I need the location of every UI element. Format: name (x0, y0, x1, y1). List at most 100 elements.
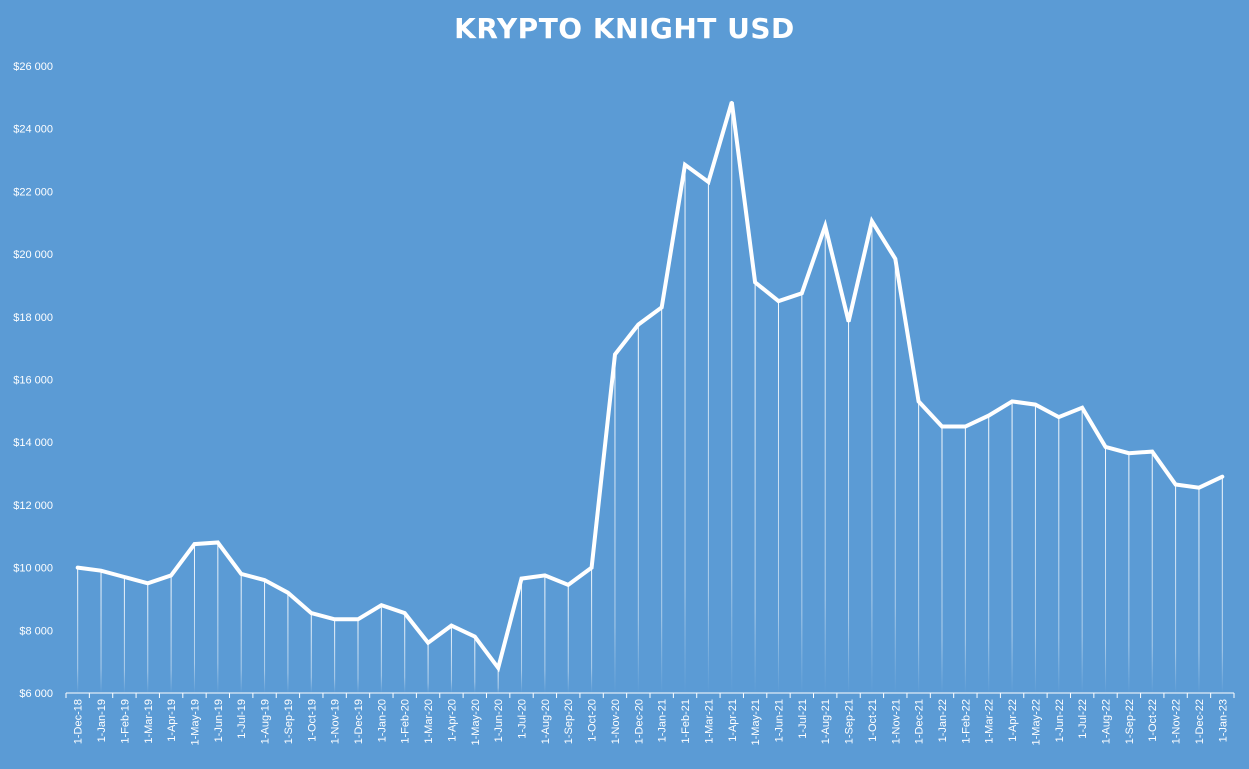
data-point (730, 100, 733, 104)
data-point (1034, 403, 1037, 406)
drop-line (427, 642, 429, 693)
x-tick-label: 1-Mar-22 (984, 699, 996, 744)
data-point (99, 569, 103, 572)
drop-line (77, 567, 79, 693)
drop-line (310, 613, 312, 693)
data-point (847, 320, 850, 323)
data-point (240, 572, 243, 576)
x-tick-label: 1-Apr-20 (446, 699, 458, 742)
data-point (520, 577, 523, 580)
drop-line (684, 164, 686, 693)
x-tick-label: 1-Jul-21 (797, 699, 809, 739)
drop-line (497, 667, 499, 693)
drop-line (193, 544, 195, 693)
drop-line (404, 613, 406, 693)
drop-line (707, 181, 709, 693)
x-tick-label: 1-Mar-20 (423, 699, 435, 744)
data-point (496, 666, 500, 670)
x-tick-label: 1-Jun-19 (213, 699, 225, 742)
x-tick-label: 1-Dec-21 (914, 699, 926, 744)
x-tick-label: 1-Oct-19 (306, 699, 318, 742)
drop-lines (77, 102, 1223, 694)
x-tick-label: 1-Jan-22 (937, 699, 949, 742)
data-point (76, 566, 79, 569)
data-point (590, 566, 593, 569)
y-tick-label: $16 000 (13, 375, 53, 387)
drop-line (100, 570, 102, 693)
x-tick-label: 1-Nov-19 (330, 699, 342, 744)
drop-line (871, 221, 873, 693)
x-axis: 1-Dec-18 1-Jan-19 1-Feb-19 1-Mar-19 1-Apr-19… (65, 692, 1235, 745)
drop-line (567, 584, 569, 693)
drop-line (544, 575, 546, 693)
drop-line (661, 307, 663, 693)
data-point (193, 542, 196, 546)
x-tick-label: 1-Jul-22 (1077, 699, 1089, 739)
x-tick-label: 1-May-21 (750, 699, 762, 745)
x-tick-label: 1-Dec-18 (73, 699, 85, 744)
series (75, 100, 1225, 673)
data-point (1127, 451, 1131, 455)
drop-line (1128, 453, 1130, 693)
x-tick-label: 1-May-20 (470, 699, 482, 745)
x-tick-label: 1-Feb-22 (960, 699, 972, 744)
data-point (473, 635, 476, 638)
x-tick-label: 1-Apr-21 (727, 699, 739, 742)
data-point (1010, 400, 1014, 403)
data-point (380, 604, 383, 607)
data-point (824, 224, 827, 228)
y-tick-label: $24 000 (13, 124, 53, 136)
drop-line (894, 258, 896, 693)
drop-line (731, 102, 733, 694)
drop-line (848, 321, 850, 693)
y-tick-label: $8 000 (19, 625, 53, 637)
y-tick-label: $26 000 (13, 61, 53, 73)
x-tick-label: 1-Dec-20 (633, 699, 645, 744)
data-point (987, 414, 990, 417)
data-point (123, 575, 126, 579)
data-point (216, 541, 220, 544)
y-tick-label: $10 000 (13, 563, 53, 575)
drop-line (988, 415, 990, 693)
data-point (1104, 445, 1107, 449)
data-point (567, 583, 570, 587)
data-point (1057, 415, 1061, 419)
drop-line (1151, 451, 1153, 693)
drop-line (1175, 484, 1177, 693)
y-tick-label: $6 000 (19, 688, 53, 700)
data-point (753, 281, 757, 284)
data-point (286, 591, 290, 594)
x-tick-label: 1-Jun-20 (493, 699, 505, 742)
drop-line (964, 426, 966, 693)
x-tick-label: 1-Dec-19 (353, 699, 365, 744)
x-tick-label: 1-Aug-21 (820, 699, 832, 744)
drop-line (450, 625, 452, 693)
x-tick-label: 1-Jan-21 (657, 699, 669, 742)
data-point (894, 257, 897, 261)
drop-line (1221, 476, 1223, 693)
data-point (800, 292, 804, 295)
drop-line (754, 282, 756, 693)
drop-line (941, 426, 943, 693)
x-tick-label: 1-Aug-20 (540, 699, 552, 744)
y-tick-label: $20 000 (13, 249, 53, 261)
x-tick-label: 1-Jun-21 (773, 699, 785, 742)
data-point (333, 618, 336, 621)
drop-line (614, 354, 616, 693)
drop-line (474, 636, 476, 693)
drop-line (357, 619, 359, 693)
data-point (613, 353, 617, 356)
data-point (1151, 450, 1154, 453)
x-tick-label: 1-Jul-20 (517, 699, 529, 739)
x-tick-label: 1-Aug-19 (260, 699, 272, 744)
x-tick-label: 1-Mar-21 (703, 699, 715, 744)
drop-line (240, 573, 242, 693)
y-tick-label: $18 000 (13, 312, 53, 324)
y-tick-label: $22 000 (13, 186, 53, 198)
data-point (1197, 486, 1201, 489)
data-point (660, 306, 663, 309)
drop-line (1198, 487, 1200, 693)
y-axis: $6 000 $8 000 $10 000 $12 000 $14 000 $16 000… (13, 61, 53, 700)
